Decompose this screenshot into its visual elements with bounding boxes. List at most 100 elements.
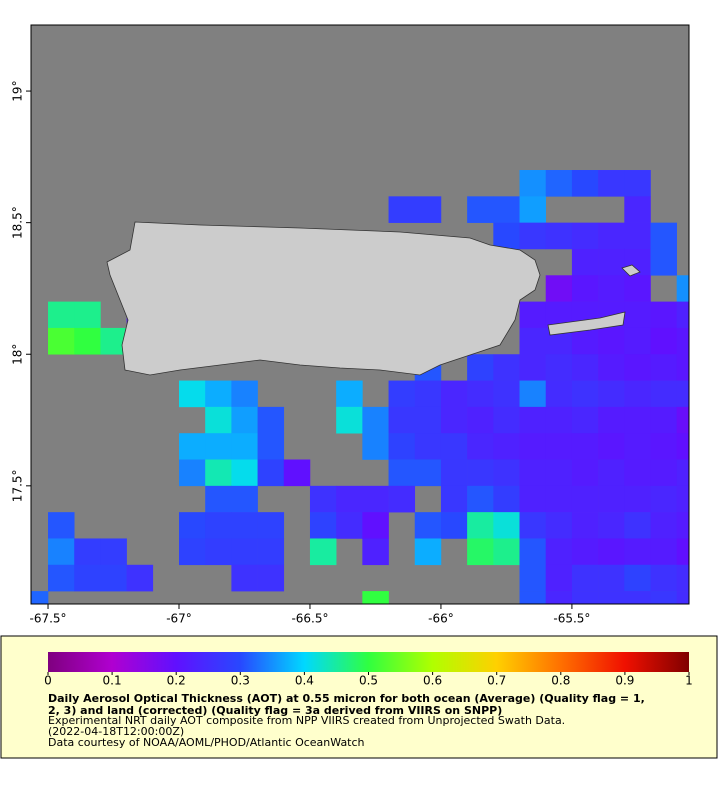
cell xyxy=(519,564,547,592)
cell xyxy=(545,538,573,566)
cell xyxy=(519,301,547,329)
cell xyxy=(231,459,258,487)
cell xyxy=(74,564,101,592)
cell xyxy=(362,591,389,604)
land xyxy=(106,221,641,376)
legend-note: (2022-04-18T12:00:00Z) xyxy=(48,725,184,738)
cell xyxy=(650,433,677,460)
cell xyxy=(650,406,677,434)
x-tick-label: -67° xyxy=(166,612,192,626)
cell xyxy=(74,301,101,329)
cell xyxy=(624,275,651,302)
cell xyxy=(650,222,677,250)
cell xyxy=(257,512,285,539)
legend-title: 2, 3) and land (corrected) (Quality flag… xyxy=(48,704,502,717)
cell xyxy=(519,196,547,223)
culebra xyxy=(621,264,641,277)
cell xyxy=(519,170,547,197)
cell xyxy=(205,538,232,566)
cell xyxy=(519,354,547,381)
cell xyxy=(519,512,547,539)
cell xyxy=(336,512,363,539)
cell xyxy=(650,327,677,355)
cell xyxy=(650,564,677,592)
cell xyxy=(388,196,416,223)
cell xyxy=(545,564,573,592)
cell xyxy=(362,512,389,539)
cell xyxy=(624,459,651,487)
cell xyxy=(178,433,206,460)
cell xyxy=(571,354,599,381)
cell xyxy=(440,380,468,408)
cell xyxy=(440,406,468,434)
cell xyxy=(545,170,573,197)
y-tick-label: 17.5° xyxy=(11,469,25,502)
cell xyxy=(545,459,573,487)
cell xyxy=(598,380,625,408)
cell xyxy=(571,433,599,460)
cell xyxy=(493,538,520,566)
colorbar-tick-label: 0.8 xyxy=(551,674,570,688)
cell xyxy=(467,354,494,381)
cell xyxy=(676,301,689,329)
vieques xyxy=(547,311,626,336)
cell xyxy=(624,512,651,539)
cell xyxy=(257,564,285,592)
cell xyxy=(414,433,442,460)
cell xyxy=(598,433,625,460)
cell xyxy=(624,591,651,604)
cell xyxy=(650,512,677,539)
cell xyxy=(545,406,573,434)
cell xyxy=(231,538,258,566)
cell xyxy=(598,327,625,355)
cell xyxy=(545,433,573,460)
cell xyxy=(362,538,389,566)
cell xyxy=(309,485,337,513)
x-tick-label: -66.5° xyxy=(291,612,328,626)
cell xyxy=(74,327,101,355)
cell xyxy=(178,380,206,408)
cell xyxy=(624,354,651,381)
cell xyxy=(48,301,75,329)
cell xyxy=(624,564,651,592)
cell xyxy=(650,591,677,604)
cell xyxy=(48,538,75,566)
cell xyxy=(571,538,599,566)
cell xyxy=(624,406,651,434)
cell xyxy=(467,433,494,460)
cell xyxy=(624,485,651,513)
cell xyxy=(205,459,232,487)
cell xyxy=(414,512,442,539)
cell xyxy=(676,538,689,566)
colorbar-tick-label: 0.3 xyxy=(231,674,250,688)
colorbar-tick-label: 0.9 xyxy=(615,674,634,688)
cell xyxy=(388,380,416,408)
cell xyxy=(74,538,101,566)
cell xyxy=(571,591,599,604)
cell xyxy=(336,406,363,434)
cell xyxy=(676,380,689,408)
y-tick-label: 18.5° xyxy=(11,206,25,239)
cell xyxy=(676,459,689,487)
cell xyxy=(336,380,363,408)
cell xyxy=(650,301,677,329)
cell xyxy=(598,564,625,592)
colorbar-tick-label: 0.1 xyxy=(103,674,122,688)
cell xyxy=(571,170,599,197)
cell xyxy=(571,564,599,592)
cell xyxy=(598,485,625,513)
cell xyxy=(493,196,520,223)
y-tick-label: 19° xyxy=(11,80,25,101)
cell xyxy=(309,538,337,566)
cell xyxy=(571,485,599,513)
cell xyxy=(493,222,520,250)
cell xyxy=(257,433,285,460)
cell xyxy=(388,485,416,513)
cell xyxy=(571,222,599,250)
cell xyxy=(571,380,599,408)
cell xyxy=(598,170,625,197)
cell xyxy=(48,564,75,592)
cell xyxy=(205,433,232,460)
cell xyxy=(362,406,389,434)
